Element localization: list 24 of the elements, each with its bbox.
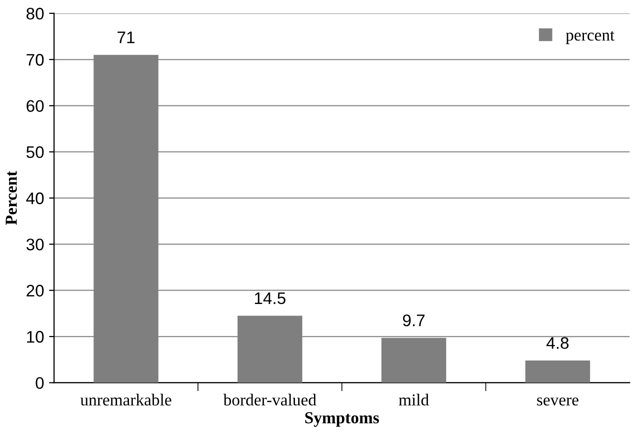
bar — [525, 360, 590, 383]
y-tick-label: 70 — [26, 54, 44, 66]
bar — [238, 316, 302, 383]
data-label: 4.8 — [546, 337, 569, 349]
data-label: 14.5 — [254, 292, 286, 304]
x-axis-title: Symptoms — [305, 412, 379, 427]
y-tick-label: 50 — [26, 146, 44, 158]
x-tick-label: mild — [398, 394, 429, 406]
y-tick-label: 20 — [26, 284, 44, 297]
data-label: 71 — [118, 32, 134, 44]
y-tick-label: 0 — [36, 377, 44, 389]
y-tick-label: 80 — [26, 8, 44, 20]
bar — [381, 338, 446, 383]
y-tick-label: 40 — [26, 192, 44, 204]
data-label: 9.7 — [402, 314, 425, 326]
x-tick-label: unremarkable — [80, 394, 172, 406]
x-tick-label: border-valued — [223, 394, 316, 406]
y-tick-label: 60 — [26, 100, 44, 112]
legend-label: percent — [566, 31, 615, 44]
bar — [94, 54, 158, 383]
x-tick-label: severe — [537, 398, 578, 406]
y-axis-title: Percent — [6, 170, 17, 225]
y-tick-label: 30 — [26, 238, 44, 250]
y-tick-label: 10 — [27, 330, 44, 343]
